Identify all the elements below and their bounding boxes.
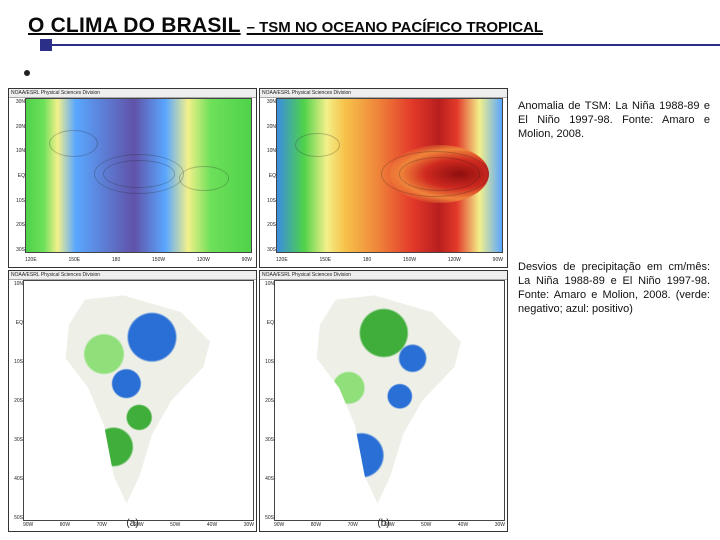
panel-source: NOAA/ESRL Physical Sciences Division xyxy=(262,90,351,96)
panel-head: NOAA/ESRL Physical Sciences Division xyxy=(9,271,256,280)
tick: 70W xyxy=(97,522,107,530)
lat-axis: 10N EQ 10S 20S 30S 40S 50S xyxy=(11,281,23,521)
tick: 70W xyxy=(348,522,358,530)
precip-panel-a: NOAA/ESRL Physical Sciences Division 10N… xyxy=(8,270,257,532)
panel-source: NOAA/ESRL Physical Sciences Division xyxy=(11,272,100,278)
tick: 10N xyxy=(11,281,23,287)
tick: 80W xyxy=(311,522,321,530)
tick: 30S xyxy=(11,437,23,443)
panel-head: NOAA/ESRL Physical Sciences Division xyxy=(260,89,507,98)
sst-panel-la-nina: NOAA/ESRL Physical Sciences Division 30N… xyxy=(8,88,257,268)
tick: 10N xyxy=(262,281,274,287)
tick: 30N xyxy=(11,99,25,105)
tick: 10N xyxy=(11,148,25,154)
content-area: NOAA/ESRL Physical Sciences Division 30N… xyxy=(8,88,712,532)
title-main: O CLIMA DO BRASIL xyxy=(28,14,241,38)
tick: 90W xyxy=(493,257,503,265)
caption-column: Anomalia de TSM: La Niña 1988-89 e El Ni… xyxy=(518,100,710,316)
sa-map-a xyxy=(23,280,254,521)
tick: 120E xyxy=(276,257,288,265)
tick: 40S xyxy=(262,476,274,482)
tick: 90W xyxy=(23,522,33,530)
tick: 180 xyxy=(112,257,120,265)
tick: 30S xyxy=(262,247,276,253)
tick: 120W xyxy=(448,257,461,265)
tick: 150E xyxy=(319,257,331,265)
tick: EQ xyxy=(11,320,23,326)
rule-line xyxy=(46,44,720,46)
tick: 20N xyxy=(11,124,25,130)
tick: 20S xyxy=(262,222,276,228)
tick: 150E xyxy=(68,257,80,265)
tick: 10S xyxy=(262,359,274,365)
tick: 90W xyxy=(274,522,284,530)
tick: EQ xyxy=(262,320,274,326)
slide-header: O CLIMA DO BRASIL – TSM NO OCEANO PACÍFI… xyxy=(0,0,720,52)
tick: 20N xyxy=(262,124,276,130)
tick: 40S xyxy=(11,476,23,482)
tick: 50S xyxy=(262,515,274,521)
tick: 40W xyxy=(458,522,468,530)
tick: 30S xyxy=(11,247,25,253)
tick: 10S xyxy=(11,198,25,204)
tick: EQ xyxy=(11,173,25,179)
tick: 150W xyxy=(403,257,416,265)
tick: 10S xyxy=(262,198,276,204)
tick: 120W xyxy=(197,257,210,265)
sa-map-b xyxy=(274,280,505,521)
lat-axis: 30N 20N 10N EQ 10S 20S 30S xyxy=(262,99,276,253)
panel-source: NOAA/ESRL Physical Sciences Division xyxy=(262,272,351,278)
south-america-shape xyxy=(56,295,216,505)
tick: 30W xyxy=(244,522,254,530)
tick: 20S xyxy=(11,222,25,228)
title-row: O CLIMA DO BRASIL – TSM NO OCEANO PACÍFI… xyxy=(28,14,692,38)
tick: 180 xyxy=(363,257,371,265)
lon-axis: 120E 150E 180 150W 120W 90W xyxy=(276,257,503,265)
tick: 20S xyxy=(11,398,23,404)
tick: 30W xyxy=(495,522,505,530)
lat-axis: 10N EQ 10S 20S 30S 40S 50S xyxy=(262,281,274,521)
panel-source: NOAA/ESRL Physical Sciences Division xyxy=(11,90,100,96)
rule-box-icon xyxy=(40,39,52,51)
caption-bottom: Desvios de precipitação em cm/mês: La Ni… xyxy=(518,261,710,316)
tick: 30S xyxy=(262,437,274,443)
south-america-shape xyxy=(307,295,467,505)
tick: 10N xyxy=(262,148,276,154)
tick: 120E xyxy=(25,257,37,265)
panel-head: NOAA/ESRL Physical Sciences Division xyxy=(9,89,256,98)
bullet-icon xyxy=(24,70,30,76)
precip-panel-b: NOAA/ESRL Physical Sciences Division 10N… xyxy=(259,270,508,532)
header-rule xyxy=(46,44,692,46)
tick: 80W xyxy=(60,522,70,530)
tick: 50W xyxy=(421,522,431,530)
tick: 50S xyxy=(11,515,23,521)
subfigure-label-b: (b) xyxy=(377,518,389,529)
lon-axis: 120E 150E 180 150W 120W 90W xyxy=(25,257,252,265)
sst-map-el-nino xyxy=(276,98,503,253)
figure-grid: NOAA/ESRL Physical Sciences Division 30N… xyxy=(8,88,508,532)
panel-head: NOAA/ESRL Physical Sciences Division xyxy=(260,271,507,280)
tick: 20S xyxy=(262,398,274,404)
tick: 150W xyxy=(152,257,165,265)
tick: EQ xyxy=(262,173,276,179)
caption-top: Anomalia de TSM: La Niña 1988-89 e El Ni… xyxy=(518,100,710,141)
sst-map-la-nina xyxy=(25,98,252,253)
sst-panel-el-nino: NOAA/ESRL Physical Sciences Division 30N… xyxy=(259,88,508,268)
tick: 10S xyxy=(11,359,23,365)
title-sub: – TSM NO OCEANO PACÍFICO TROPICAL xyxy=(247,19,543,36)
tick: 90W xyxy=(242,257,252,265)
tick: 40W xyxy=(207,522,217,530)
tick: 50W xyxy=(170,522,180,530)
subfigure-label-a: (a) xyxy=(126,518,138,529)
tick: 30N xyxy=(262,99,276,105)
lat-axis: 30N 20N 10N EQ 10S 20S 30S xyxy=(11,99,25,253)
